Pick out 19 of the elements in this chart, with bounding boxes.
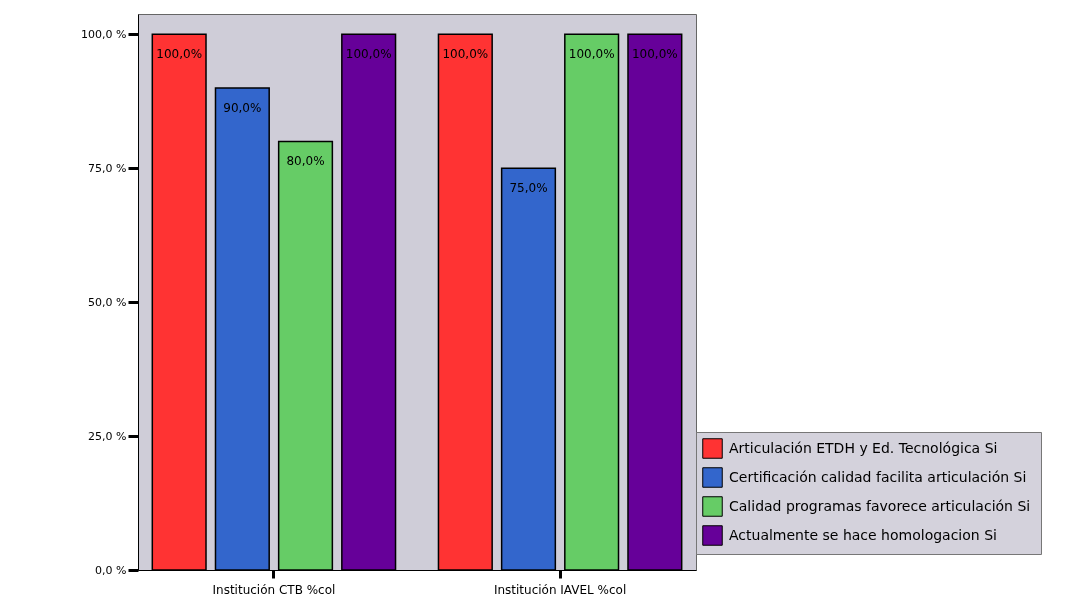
x-tick-label: Institución IAVEL %col bbox=[493, 582, 627, 597]
y-tick-label: 100,0 % bbox=[81, 27, 127, 41]
x-tick-label: Institución CTB %col bbox=[212, 582, 336, 597]
y-tick-label: 0,0 % bbox=[95, 563, 127, 577]
y-tick-label: 75,0 % bbox=[88, 161, 127, 175]
legend-label: Calidad programas favorece articulación Si bbox=[729, 497, 1031, 514]
data-label: 90,0% bbox=[223, 100, 262, 115]
data-label: 100,0% bbox=[345, 47, 392, 62]
y-tick-label: 50,0 % bbox=[88, 295, 127, 309]
data-label: 100,0% bbox=[156, 47, 203, 62]
data-label: 100,0% bbox=[568, 47, 615, 62]
y-tick-label: 25,0 % bbox=[88, 429, 127, 443]
data-label: 100,0% bbox=[631, 47, 678, 62]
legend-label: Actualmente se hace homologacion Si bbox=[729, 526, 997, 543]
legend-label: Articulación ETDH y Ed. Tecnológica Si bbox=[729, 439, 998, 456]
legend-label: Certificación calidad facilita articulación Si bbox=[729, 468, 1027, 485]
data-label: 80,0% bbox=[286, 154, 325, 169]
data-label: 75,0% bbox=[509, 181, 548, 196]
data-label: 100,0% bbox=[442, 47, 489, 62]
